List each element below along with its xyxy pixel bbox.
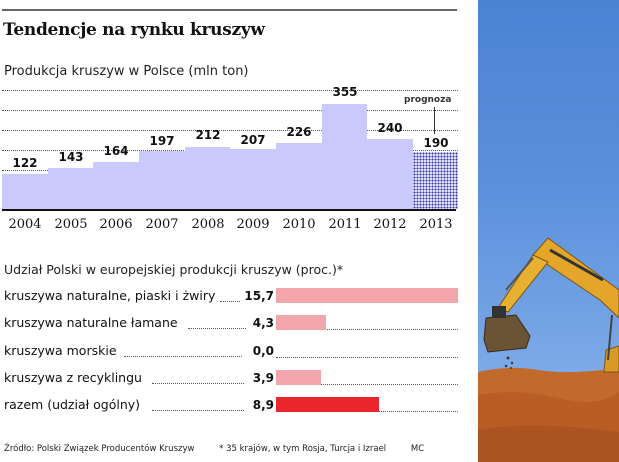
bar-2009: [230, 149, 276, 209]
gridline: [2, 90, 458, 91]
value-label: 190: [423, 136, 449, 150]
excavator-illustration: [478, 237, 619, 462]
row-value: 3,9: [252, 371, 274, 385]
bar-track: [276, 357, 458, 358]
production-bar-chart: 122 143 164 197 212 207 226 355 240 190 …: [0, 80, 460, 232]
row-label: kruszywa z recyklingu: [4, 370, 142, 385]
x-tick: 2009: [236, 217, 270, 232]
bar-2008: [185, 147, 230, 209]
gridline: [2, 110, 458, 111]
x-tick: 2004: [8, 217, 42, 232]
x-tick: 2005: [54, 217, 88, 232]
author-initials: MC: [410, 444, 425, 454]
excavator-photo: [478, 0, 619, 462]
x-tick: 2008: [191, 217, 225, 232]
share-row: kruszywa morskie 0,0: [4, 343, 460, 363]
leader-dots: [124, 356, 242, 357]
row-label: kruszywa morskie: [4, 343, 117, 358]
share-bar: [276, 315, 326, 330]
row-value: 8,9: [252, 398, 274, 412]
chart1-subtitle: Produkcja kruszyw w Polsce (mln ton): [4, 64, 249, 79]
bar-track: [276, 384, 458, 385]
forecast-pointer: [434, 107, 435, 134]
share-row: kruszywa naturalne łamane 4,3: [4, 315, 460, 335]
share-row-total: razem (udział ogólny) 8,9: [4, 397, 460, 417]
forecast-label: prognoza: [404, 95, 452, 105]
bar-2010: [276, 143, 322, 209]
x-tick: 2010: [282, 217, 316, 232]
value-label: 226: [286, 125, 312, 139]
infographic-title: Tendencje na rynku kruszyw: [3, 20, 265, 40]
row-value: 0,0: [252, 344, 274, 358]
bar-2013-forecast: [413, 152, 458, 209]
share-bar-total: [276, 397, 379, 412]
row-label: kruszywa naturalne łamane: [4, 315, 178, 330]
row-label: razem (udział ogólny): [4, 397, 141, 412]
footnote: * 35 krajów, w tym Rosja, Turcja i Izrae…: [219, 444, 387, 454]
x-tick: 2007: [145, 217, 179, 232]
value-label: 355: [332, 85, 358, 99]
value-label: 143: [58, 150, 84, 164]
bar-2007: [139, 151, 185, 209]
row-label: kruszywa naturalne, piaski i żwiry: [4, 288, 216, 303]
leader-dots: [152, 410, 244, 411]
share-row: kruszywa naturalne, piaski i żwiry 15,7: [4, 288, 460, 308]
x-tick: 2006: [99, 217, 133, 232]
x-tick: 2011: [328, 217, 362, 232]
footer: Źródło: Polski Związek Producentów Krusz…: [4, 444, 446, 454]
value-label: 212: [195, 128, 221, 142]
bar-2012: [367, 139, 413, 209]
bar-2006: [93, 162, 139, 209]
row-value: 15,7: [244, 289, 274, 303]
value-label: 197: [149, 134, 175, 148]
row-value: 4,3: [252, 316, 274, 330]
leader-dots: [152, 383, 244, 384]
top-rule: [2, 9, 457, 11]
x-tick: 2012: [373, 217, 407, 232]
chart2-subtitle: Udział Polski w europejskiej produkcji k…: [4, 262, 344, 277]
leader-dots: [188, 328, 246, 329]
x-tick: 2013: [419, 217, 453, 232]
bar-2005: [48, 168, 93, 209]
bar-2004: [2, 174, 48, 209]
source-note: Źródło: Polski Związek Producentów Krusz…: [4, 444, 195, 454]
value-label: 122: [12, 156, 38, 170]
value-label: 164: [103, 144, 129, 158]
leader-dots: [220, 301, 240, 302]
value-label: 240: [377, 121, 403, 135]
value-label: 207: [240, 133, 266, 147]
share-row: kruszywa z recyklingu 3,9: [4, 370, 460, 390]
share-bar: [276, 370, 321, 385]
gridline: [2, 130, 458, 131]
bar-track: [276, 329, 458, 330]
bar-2011: [322, 104, 367, 209]
x-axis: [2, 209, 456, 211]
share-bar: [276, 288, 458, 303]
